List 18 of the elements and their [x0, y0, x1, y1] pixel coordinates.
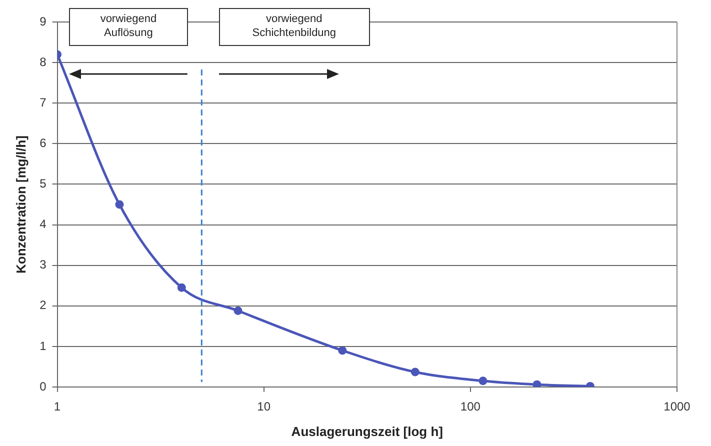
- y-tick-label: 9: [40, 14, 47, 28]
- y-tick-label: 1: [40, 338, 47, 353]
- x-tick-label: 1: [54, 400, 61, 414]
- x-tick-label: 100: [460, 400, 481, 414]
- text-box: vorwiegend Auflösung: [69, 8, 188, 46]
- y-tick-label: 5: [40, 176, 47, 191]
- x-tick-label: 1000: [664, 400, 691, 414]
- y-tick-label: 3: [40, 258, 47, 272]
- x-tick-label: 10: [257, 400, 271, 414]
- y-axis-title: Konzentration [mg/l/h]: [13, 136, 28, 274]
- text-box: vorwiegend Schichtenbildung: [218, 8, 370, 46]
- y-tick-label: 6: [40, 136, 47, 150]
- y-tick-label: 0: [40, 379, 47, 394]
- y-tick-label: 8: [40, 54, 47, 69]
- x-axis-title: Auslagerungszeit [log h]: [291, 424, 443, 439]
- y-tick-label: 7: [40, 95, 47, 110]
- y-tick-label: 4: [40, 217, 47, 232]
- y-tick-label: 2: [40, 298, 47, 312]
